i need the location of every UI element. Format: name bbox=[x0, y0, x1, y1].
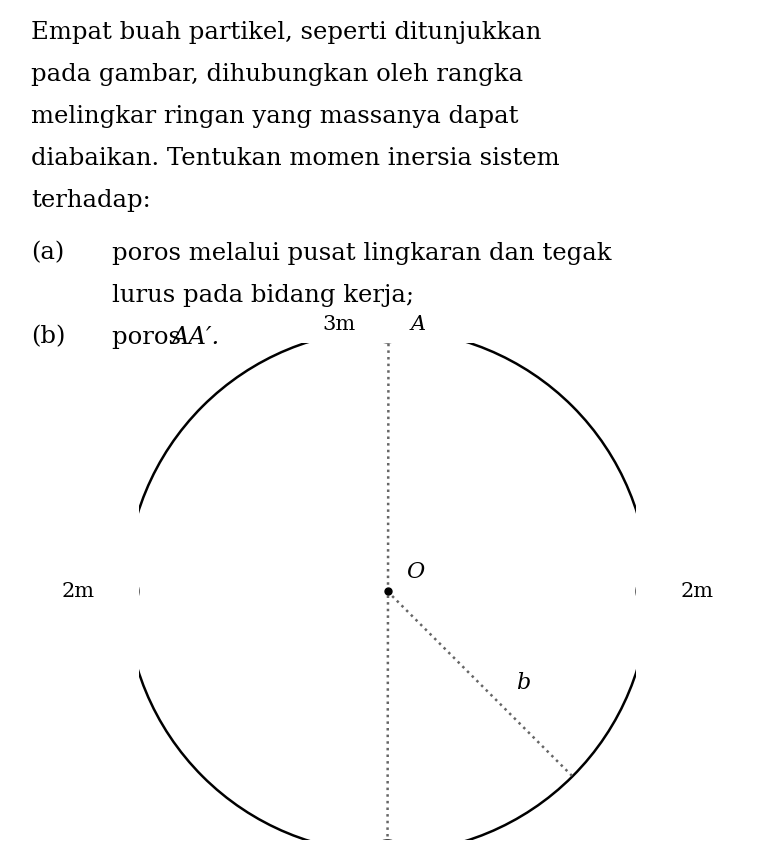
Text: diabaikan. Tentukan momen inersia sistem: diabaikan. Tentukan momen inersia sistem bbox=[31, 147, 560, 171]
Text: poros melalui pusat lingkaran dan tegak: poros melalui pusat lingkaran dan tegak bbox=[112, 242, 612, 265]
Text: A: A bbox=[411, 315, 426, 334]
Ellipse shape bbox=[374, 316, 401, 343]
Text: AA′.: AA′. bbox=[172, 326, 220, 349]
Text: poros: poros bbox=[112, 326, 189, 349]
Ellipse shape bbox=[636, 578, 662, 604]
Text: O: O bbox=[406, 561, 424, 584]
Text: 3m: 3m bbox=[323, 315, 356, 334]
Text: (b): (b) bbox=[31, 326, 65, 349]
Text: pada gambar, dihubungkan oleh rangka: pada gambar, dihubungkan oleh rangka bbox=[31, 63, 523, 87]
Ellipse shape bbox=[374, 840, 401, 857]
Text: melingkar ringan yang massanya dapat: melingkar ringan yang massanya dapat bbox=[31, 105, 518, 129]
Text: lurus pada bidang kerja;: lurus pada bidang kerja; bbox=[112, 284, 415, 307]
Text: b: b bbox=[516, 672, 531, 694]
Text: (a): (a) bbox=[31, 242, 64, 265]
Text: 2m: 2m bbox=[61, 582, 95, 601]
Text: terhadap:: terhadap: bbox=[31, 189, 151, 213]
Text: Empat buah partikel, seperti ditunjukkan: Empat buah partikel, seperti ditunjukkan bbox=[31, 21, 542, 45]
Text: 2m: 2m bbox=[680, 582, 714, 601]
Ellipse shape bbox=[113, 578, 139, 604]
